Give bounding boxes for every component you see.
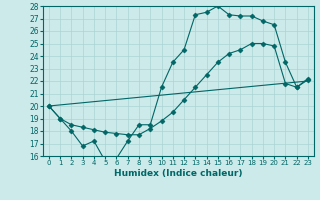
X-axis label: Humidex (Indice chaleur): Humidex (Indice chaleur) [114, 169, 243, 178]
